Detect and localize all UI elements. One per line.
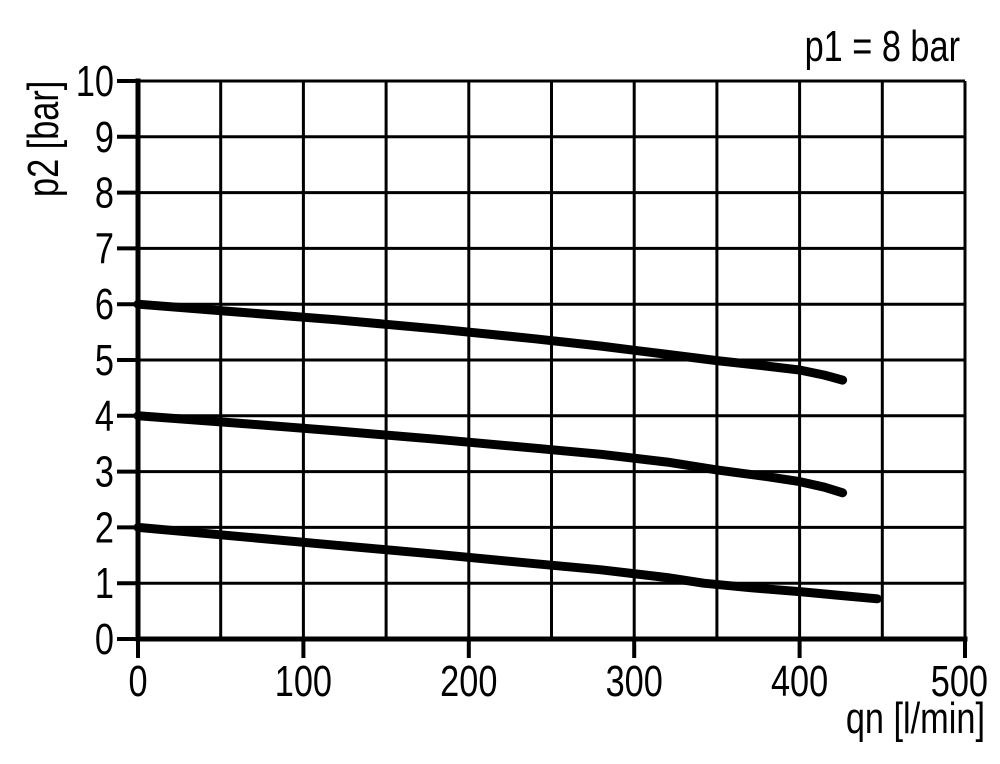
curve-outlet-pressure-setting-6-bar (133, 299, 848, 385)
y-tick-label: 0 (95, 615, 114, 664)
chart-title: p1 = 8 bar (805, 22, 960, 71)
y-tick-label: 2 (95, 503, 114, 552)
x-axis-label: qn [l/min] (846, 694, 985, 743)
y-tick-labels: 0 1 2 3 4 5 6 7 8 9 10 (76, 57, 114, 664)
pressure-curves (133, 299, 882, 604)
x-tick-label: 100 (275, 657, 332, 706)
x-tick-labels: 0 100 200 300 400 500 (128, 657, 988, 706)
x-tick-label: 400 (771, 657, 828, 706)
y-tick-label: 3 (95, 448, 114, 497)
y-axis-label: p2 [bar] (19, 81, 68, 197)
gridlines (136, 79, 967, 641)
y-tick-label: 5 (95, 336, 114, 385)
x-tick-label: 0 (128, 657, 147, 706)
x-tick-label: 500 (931, 657, 988, 706)
y-tick-label: 4 (95, 392, 114, 441)
x-tick-label: 200 (440, 657, 497, 706)
y-tick-label: 10 (76, 57, 114, 106)
curve-outlet-pressure-setting-2-bar (133, 522, 882, 604)
y-tick-label: 7 (95, 224, 114, 273)
y-tick-label: 1 (95, 559, 114, 608)
y-tick-label: 8 (95, 169, 114, 218)
y-tick-label: 9 (95, 113, 114, 162)
y-tick-label: 6 (95, 280, 114, 329)
curve-outlet-pressure-setting-4-bar (133, 411, 848, 498)
x-tick-label: 300 (606, 657, 663, 706)
axis-ticks (117, 79, 967, 658)
